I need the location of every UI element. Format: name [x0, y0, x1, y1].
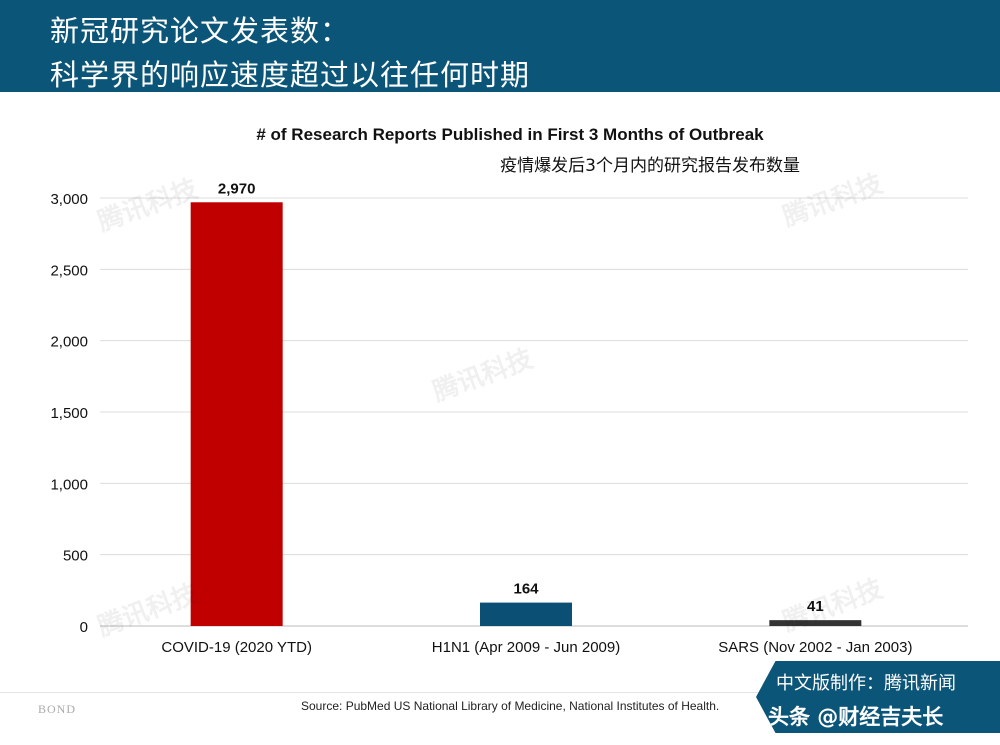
data-label: 2,970	[218, 180, 256, 197]
y-tick-label: 1,500	[50, 405, 88, 422]
y-tick-label: 2,500	[50, 262, 88, 279]
y-tick-label: 2,000	[50, 334, 88, 351]
slide-title-line1: 新冠研究论文发表数：	[50, 14, 351, 48]
x-tick-label: COVID-19 (2020 YTD)	[161, 639, 312, 656]
data-label: 41	[807, 598, 824, 615]
chart-subtitle: 疫情爆发后3个月内的研究报告发布数量	[500, 156, 800, 176]
source-note: Source: PubMed US National Library of Me…	[301, 699, 720, 713]
x-tick-label: H1N1 (Apr 2009 - Jun 2009)	[432, 639, 620, 656]
y-tick-label: 3,000	[50, 191, 88, 208]
chart-title: # of Research Reports Published in First…	[256, 125, 764, 144]
bar	[769, 620, 862, 626]
slide-header: 新冠研究论文发表数： 科学界的响应速度超过以往任何时期	[0, 0, 1000, 92]
x-tick-label: SARS (Nov 2002 - Jan 2003)	[718, 639, 912, 656]
slide-title-line2: 科学界的响应速度超过以往任何时期	[50, 58, 531, 92]
y-tick-label: 1,000	[50, 476, 88, 493]
credit-badge: 中文版制作：腾讯新闻 头条 @财经吉夫长	[756, 661, 1000, 733]
bar-chart: # of Research Reports Published in First…	[50, 125, 968, 656]
y-tick-label: 0	[80, 619, 88, 636]
bar	[480, 602, 572, 626]
badge-line2: 头条 @财经吉夫长	[768, 705, 944, 729]
y-tick-label: 500	[63, 548, 88, 565]
data-label: 164	[513, 581, 539, 598]
footer-divider	[0, 692, 980, 693]
bond-logo: BOND	[38, 702, 77, 716]
badge-line1: 中文版制作：腾讯新闻	[776, 673, 956, 694]
bar	[190, 202, 283, 626]
